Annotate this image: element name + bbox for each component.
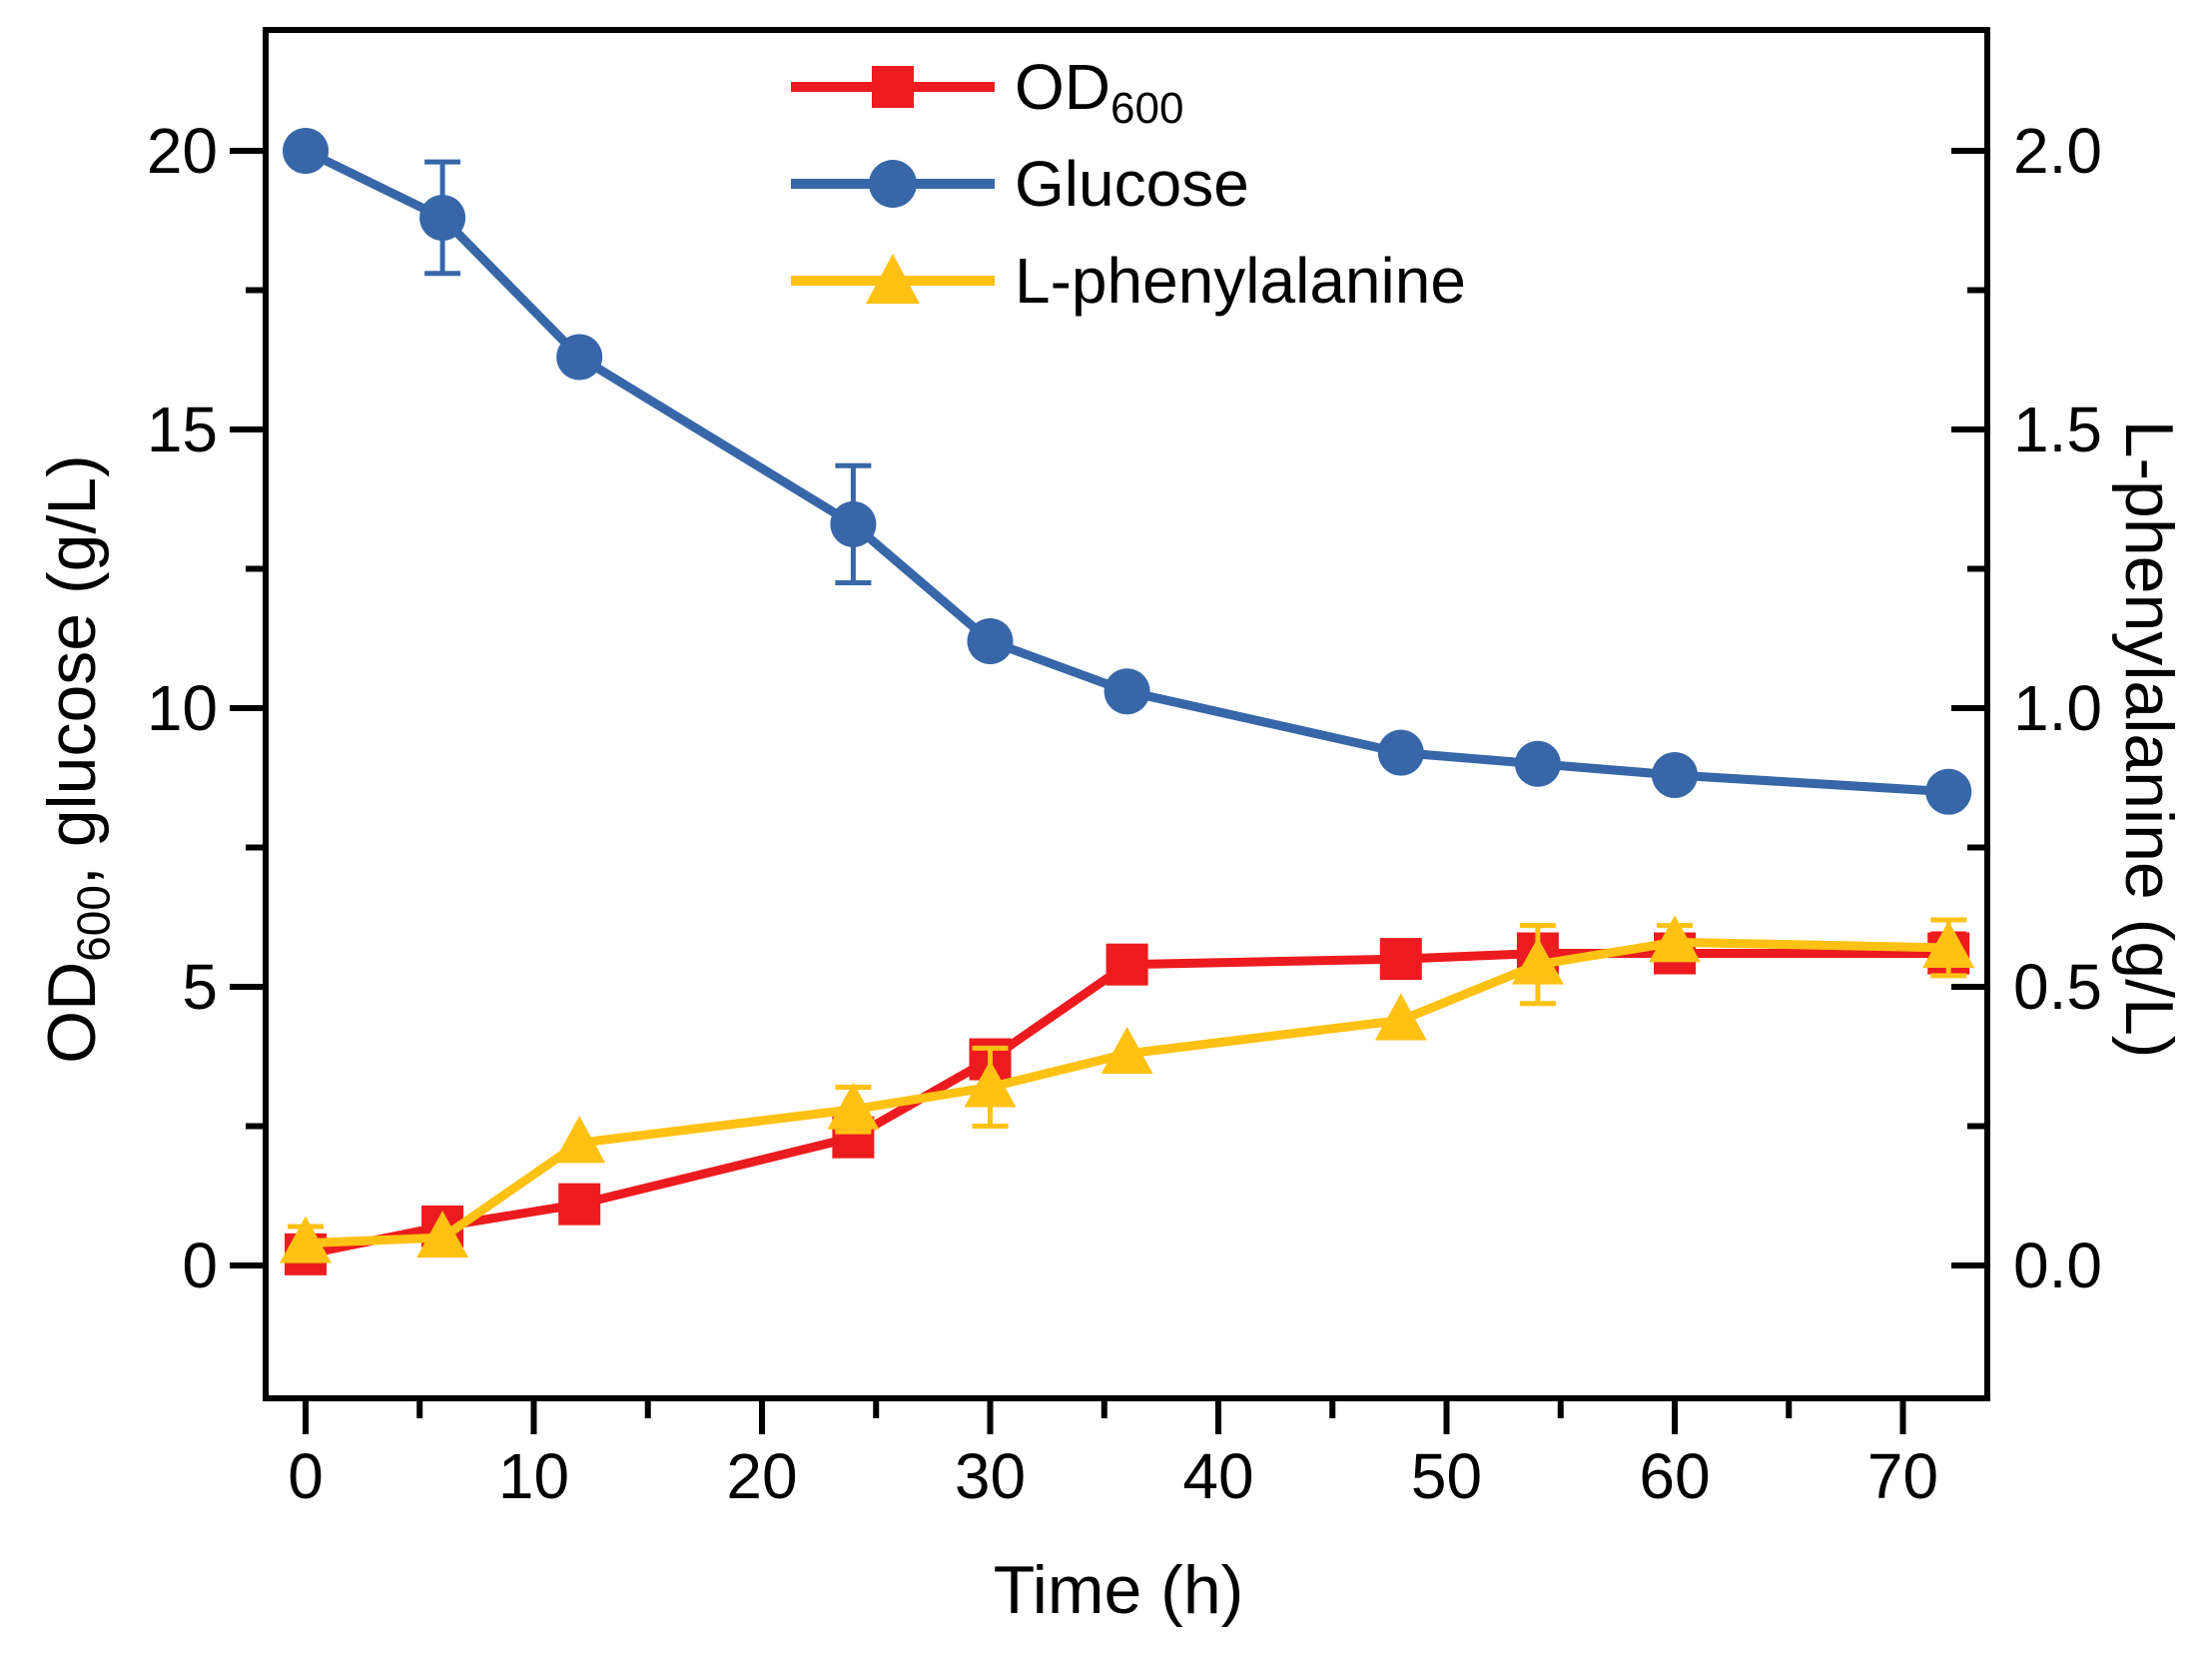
y-axis-title-left: OD600, glucose (g/L) — [34, 454, 120, 1064]
glucose-point-marker — [283, 128, 329, 174]
legend-label-glucose: Glucose — [1015, 147, 1249, 220]
glucose-point-marker — [1652, 751, 1698, 798]
glucose-point-marker — [1104, 668, 1150, 715]
legend: OD600 Glucose L-phenylalanine — [787, 38, 1466, 329]
phenylalanine-point-marker — [964, 1060, 1017, 1108]
y-axis-title-right: L-phenylalanine (g/L) — [2111, 419, 2187, 1059]
phenylalanine-point-marker — [280, 1216, 332, 1263]
glucose-point-marker — [1925, 768, 1972, 815]
y-right-tick-label-2.0: 2.0 — [2013, 115, 2102, 187]
phenylalanine-point-marker — [416, 1211, 469, 1258]
x-tick-label-50: 50 — [1411, 1440, 1482, 1512]
x-tick-label-70: 70 — [1867, 1440, 1938, 1512]
y-right-tick-label-0.5: 0.5 — [2013, 951, 2102, 1023]
y-left-tick-label-10: 10 — [147, 672, 218, 744]
series-line — [305, 949, 1949, 1259]
legend-item-od600: OD600 — [787, 38, 1466, 135]
x-tick-label-20: 20 — [726, 1440, 797, 1512]
y-right-tick-label-1.5: 1.5 — [2013, 394, 2102, 465]
glucose-point-marker — [1377, 729, 1424, 776]
od600-point-marker — [1379, 938, 1422, 981]
od600-point-marker — [1106, 943, 1148, 986]
x-tick-label-0: 0 — [288, 1440, 324, 1512]
od600-series — [285, 931, 1970, 1275]
l-phenylalanine-series — [280, 915, 1975, 1263]
y-right-tick-label-0.0: 0.0 — [2013, 1230, 2102, 1301]
y-right-tick-label-1.0: 1.0 — [2013, 672, 2102, 744]
y-axis-right-ticks: 0.0 0.5 1.0 1.5 2.0 — [1951, 115, 2102, 1301]
glucose-series — [283, 128, 1972, 815]
x-tick-label-40: 40 — [1182, 1440, 1253, 1512]
phenylalanine-point-marker — [1649, 915, 1701, 963]
y-left-tick-label-20: 20 — [147, 115, 218, 187]
glucose-point-marker — [419, 194, 466, 241]
x-axis-title: Time (h) — [993, 1552, 1244, 1628]
legend-item-phenylalanine: L-phenylalanine — [787, 232, 1466, 329]
y-axis-left-ticks: 0 5 10 15 20 — [147, 115, 266, 1301]
phenylalanine-point-marker — [1511, 937, 1564, 985]
series-line — [304, 146, 1949, 797]
legend-label-phenylalanine: L-phenylalanine — [1015, 244, 1466, 317]
x-tick-label-30: 30 — [955, 1440, 1026, 1512]
phenylalanine-point-marker — [1101, 1026, 1153, 1074]
glucose-line-circle-icon — [791, 159, 995, 208]
legend-item-glucose: Glucose — [787, 135, 1466, 232]
x-axis-ticks: 0 10 20 30 40 50 60 70 — [288, 1398, 1938, 1512]
plot-frame — [263, 27, 1990, 1401]
od600-point-marker — [558, 1183, 601, 1226]
glucose-point-marker — [967, 618, 1014, 665]
glucose-point-marker — [556, 334, 603, 381]
glucose-point-marker — [1514, 740, 1561, 787]
od600-line-square-icon — [791, 65, 995, 108]
phenylalanine-point-marker — [1922, 920, 1975, 968]
glucose-point-marker — [830, 500, 877, 547]
legend-label-od600: OD600 — [1015, 50, 1184, 133]
phenylalanine-point-marker — [827, 1082, 880, 1130]
y-left-tick-label-5: 5 — [182, 951, 218, 1023]
phenylalanine-point-marker — [553, 1116, 606, 1164]
phenylalanine-line-triangle-icon — [791, 253, 995, 304]
series-line — [305, 937, 1949, 1248]
x-tick-label-10: 10 — [498, 1440, 569, 1512]
y-left-tick-label-0: 0 — [182, 1230, 218, 1301]
x-tick-label-60: 60 — [1639, 1440, 1710, 1512]
y-left-tick-label-15: 15 — [147, 394, 218, 465]
phenylalanine-point-marker — [1374, 993, 1427, 1041]
